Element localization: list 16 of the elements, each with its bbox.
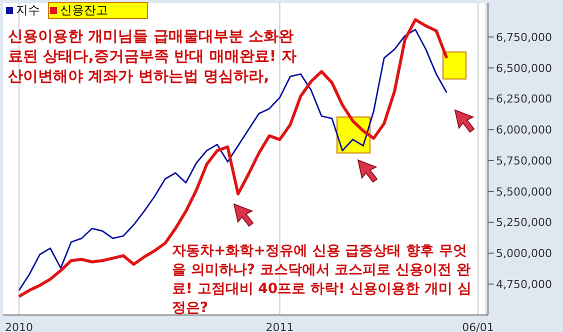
y-tick-label: 6,500,000 (496, 62, 552, 75)
y-tick-label: 5,000,000 (496, 247, 552, 260)
x-tick-label: 2010 (5, 320, 33, 332)
y-tick-label: 5,250,000 (496, 216, 552, 230)
y-tick-label: 6,000,000 (496, 124, 552, 137)
y-tick-label: 5,500,000 (496, 185, 552, 198)
legend-label: 지수 (16, 2, 40, 19)
y-tick-label: 6,750,000 (496, 30, 552, 44)
y-tick-label: 5,750,000 (496, 154, 552, 168)
y-tick-label: 4,750,000 (496, 278, 552, 292)
annotation: 신용이용한 개미님들 급매물대부분 소화완료된 상태다,증거금부족 반대 매매완료! 자산이변해야 계좌가 변하는법 명심하라, (8, 26, 298, 86)
x-tick-label: 2011 (266, 320, 294, 332)
y-tick-label: 6,250,000 (496, 92, 552, 106)
annotation: 자동차+화학+정유에 신용 급증상태 향후 무엇을 의미하나? 코스닥에서 코스피로 신용이전 완료! 고점대비 40프로 하락! 신용이용한 개미 심정은? (172, 242, 472, 318)
x-tick-label: 06/01 (462, 320, 494, 332)
legend-label: 신용잔고 (60, 2, 108, 19)
